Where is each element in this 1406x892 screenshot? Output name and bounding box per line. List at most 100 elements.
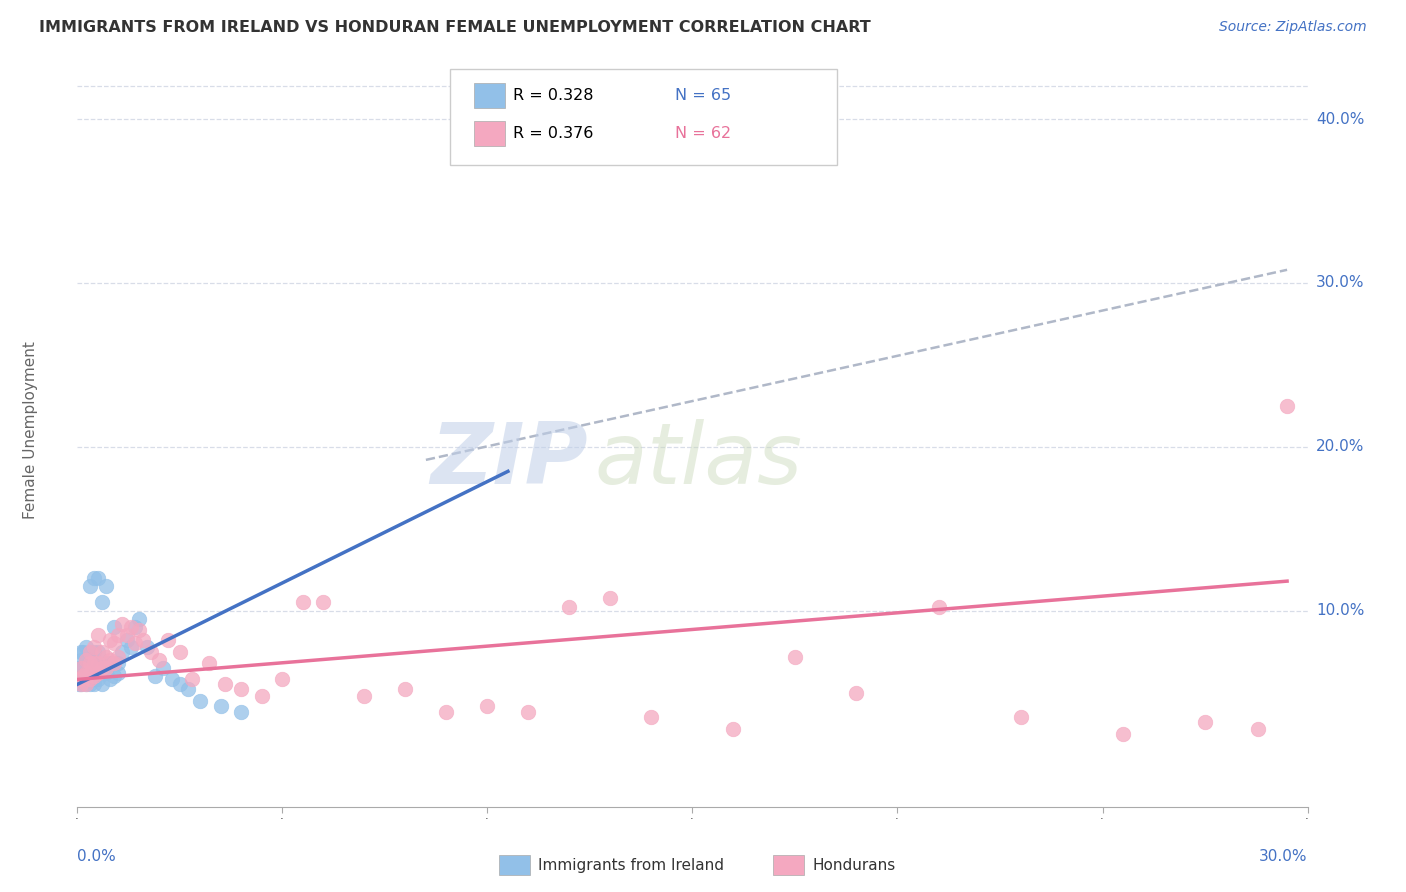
Point [70, 677, 93, 691]
Point [250, 689, 273, 703]
Point [83, 571, 105, 585]
Point [169, 644, 191, 658]
Point [75, 677, 97, 691]
Text: 10.0%: 10.0% [1316, 603, 1364, 618]
Point [72, 669, 94, 683]
Point [90, 661, 114, 675]
Point [111, 616, 134, 631]
Text: Source: ZipAtlas.com: Source: ZipAtlas.com [1219, 20, 1367, 34]
Point [723, 722, 745, 736]
Point [70, 661, 93, 675]
Point [558, 600, 581, 615]
Point [87, 644, 110, 658]
Point [75, 665, 97, 680]
Point [75, 665, 97, 680]
Point [103, 669, 125, 683]
Point [132, 633, 155, 648]
Point [83, 665, 105, 680]
Text: atlas: atlas [595, 419, 801, 502]
Point [141, 644, 163, 658]
Text: 30.0%: 30.0% [1260, 848, 1308, 863]
Point [79, 656, 101, 670]
Point [94, 656, 117, 670]
Point [394, 682, 416, 697]
Point [75, 653, 97, 667]
Point [160, 673, 183, 687]
Point [1275, 399, 1298, 413]
Text: Female Unemployment: Female Unemployment [22, 342, 38, 519]
Point [156, 633, 179, 648]
Text: N = 65: N = 65 [675, 88, 731, 103]
Point [79, 677, 101, 691]
Text: R = 0.328: R = 0.328 [513, 88, 593, 103]
Point [152, 661, 174, 675]
Point [197, 656, 219, 670]
Point [83, 673, 105, 687]
Point [72, 644, 94, 658]
Text: 30.0%: 30.0% [1316, 276, 1364, 291]
Point [70, 653, 93, 667]
Text: IMMIGRANTS FROM IRELAND VS HONDURAN FEMALE UNEMPLOYMENT CORRELATION CHART: IMMIGRANTS FROM IRELAND VS HONDURAN FEMA… [39, 20, 872, 35]
Point [124, 636, 146, 650]
Text: Immigrants from Ireland: Immigrants from Ireland [538, 858, 724, 872]
Point [87, 665, 110, 680]
Text: 0.0%: 0.0% [77, 848, 117, 863]
Point [87, 665, 110, 680]
Point [124, 620, 146, 634]
Point [120, 620, 142, 634]
Point [94, 661, 117, 675]
Point [640, 710, 662, 724]
Point [188, 694, 212, 708]
Point [120, 640, 142, 654]
Point [76, 653, 98, 667]
Point [98, 673, 121, 687]
Text: N = 62: N = 62 [675, 127, 731, 141]
Point [79, 644, 101, 658]
Text: R = 0.376: R = 0.376 [513, 127, 593, 141]
Point [94, 579, 117, 593]
Point [79, 579, 101, 593]
Point [79, 659, 101, 673]
Point [291, 595, 314, 609]
Point [70, 644, 93, 658]
Point [1010, 710, 1032, 724]
Point [98, 656, 121, 670]
Point [312, 595, 335, 609]
Point [103, 636, 125, 650]
Point [94, 665, 117, 680]
Point [94, 649, 117, 664]
Point [83, 644, 105, 658]
Point [83, 677, 105, 691]
Point [181, 673, 204, 687]
Point [128, 612, 150, 626]
Point [75, 677, 97, 691]
Point [1194, 714, 1216, 729]
Text: 20.0%: 20.0% [1316, 439, 1364, 454]
Point [599, 591, 621, 605]
Point [72, 661, 94, 675]
Point [90, 677, 114, 691]
Point [209, 698, 232, 713]
Point [928, 600, 950, 615]
Point [87, 628, 110, 642]
Point [271, 673, 294, 687]
Point [90, 661, 114, 675]
Point [477, 698, 499, 713]
Point [177, 682, 200, 697]
Point [75, 653, 97, 667]
Point [87, 571, 110, 585]
Point [83, 656, 105, 670]
Point [115, 633, 138, 648]
Point [70, 677, 93, 691]
Point [83, 669, 105, 683]
Point [75, 661, 97, 675]
Point [79, 669, 101, 683]
Point [79, 653, 101, 667]
Point [79, 665, 101, 679]
Point [103, 656, 125, 670]
Point [90, 644, 114, 658]
Point [79, 673, 101, 687]
Point [143, 669, 166, 683]
Point [83, 656, 105, 670]
Point [70, 661, 93, 675]
